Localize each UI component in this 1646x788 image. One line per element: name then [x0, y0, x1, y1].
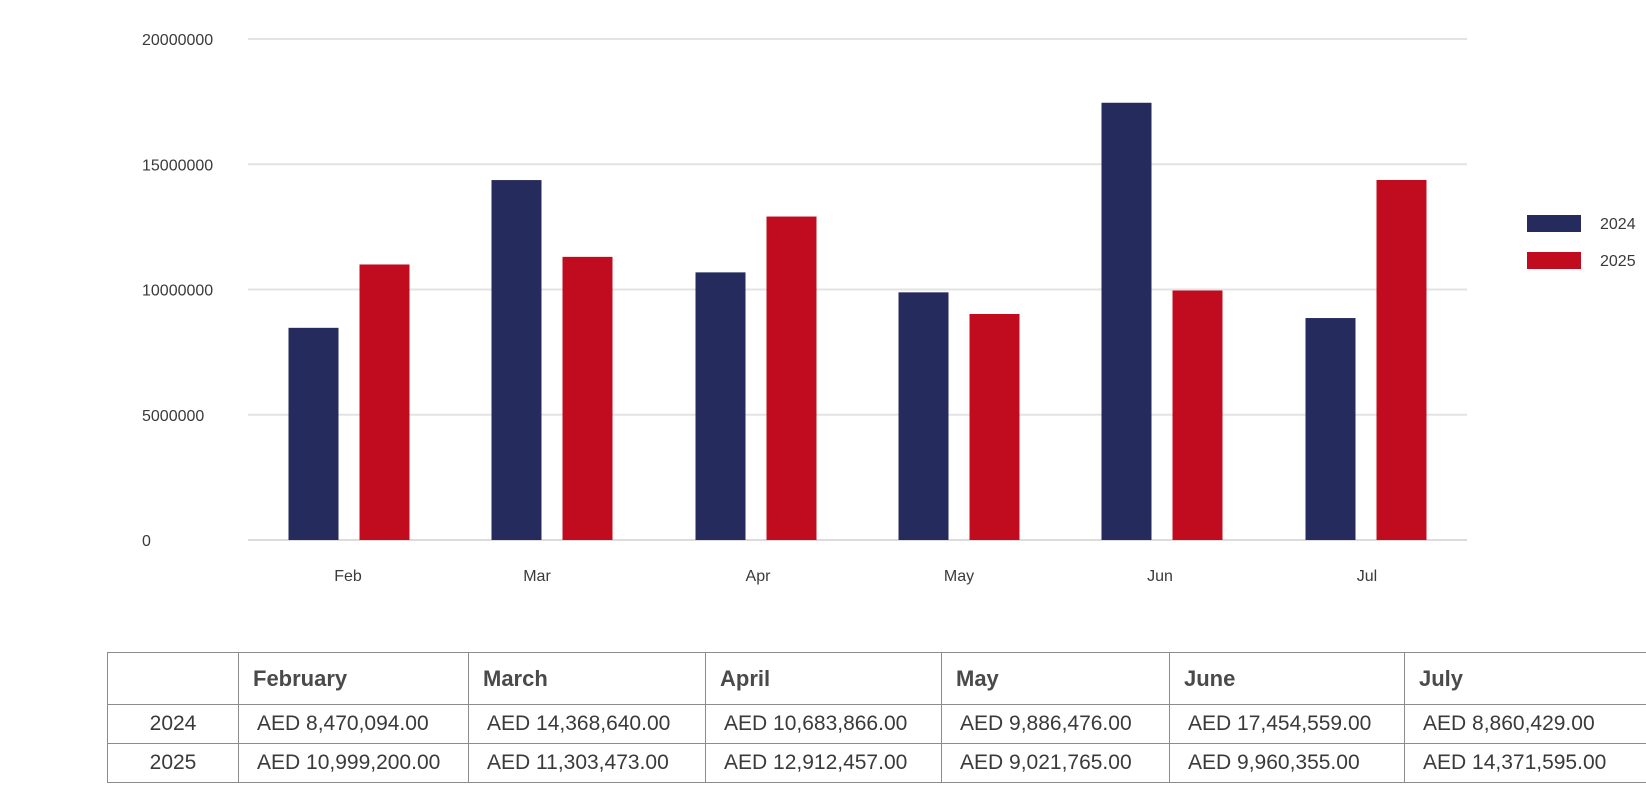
table-cell: AED 9,021,765.00 [941, 743, 1170, 783]
bar-2024-Jul [1305, 318, 1356, 540]
table-cell: AED 17,454,559.00 [1169, 704, 1405, 744]
y-axis-ticks: 0 5000000 10000000 15000000 20000000 [142, 32, 213, 550]
y-tick-label: 20000000 [142, 32, 213, 49]
column-header: April [705, 652, 942, 705]
column-header: July [1404, 652, 1646, 705]
legend: 2024 2025 [1527, 215, 1636, 270]
grid-lines [248, 38, 1467, 541]
table-cell: AED 10,683,866.00 [705, 704, 942, 744]
table-cell: AED 8,470,094.00 [238, 704, 469, 744]
table-cell: AED 12,912,457.00 [705, 743, 942, 783]
table-row: 2024 AED 8,470,094.00 AED 14,368,640.00 … [107, 704, 1646, 744]
x-tick-label: Jun [1147, 568, 1173, 585]
table-cell: AED 8,860,429.00 [1404, 704, 1646, 744]
table-cell: AED 9,960,355.00 [1169, 743, 1405, 783]
column-header: February [238, 652, 469, 705]
table-corner-cell [107, 652, 239, 705]
bar-2024-Jun [1101, 102, 1152, 540]
bar-2025-Jul [1376, 179, 1427, 540]
bar-2024-Mar [491, 180, 542, 541]
table-header-row: February March April May June July [107, 652, 1646, 705]
column-header: March [468, 652, 706, 705]
y-tick-label: 15000000 [142, 157, 213, 174]
bar-2024-Feb [288, 327, 339, 540]
row-label: 2024 [107, 704, 239, 744]
table-cell: AED 14,368,640.00 [468, 704, 706, 744]
bars [288, 102, 1427, 541]
x-tick-label: Feb [334, 568, 362, 585]
y-tick-label: 0 [142, 533, 151, 550]
bar-2024-May [898, 292, 949, 540]
table-row: 2025 AED 10,999,200.00 AED 11,303,473.00… [107, 743, 1646, 783]
bar-2025-May [969, 314, 1020, 540]
x-tick-label: May [944, 568, 974, 585]
bar-2025-Mar [562, 256, 613, 540]
table-cell: AED 11,303,473.00 [468, 743, 706, 783]
x-tick-label: Jul [1357, 568, 1377, 585]
x-axis-ticks: Feb Mar Apr May Jun Jul [334, 568, 1377, 585]
bar-2025-Jun [1172, 290, 1223, 540]
bar-2025-Feb [359, 264, 410, 540]
legend-label: 2024 [1600, 216, 1636, 233]
legend-swatch [1527, 252, 1581, 269]
bar-chart: 0 5000000 10000000 15000000 20000000 Feb Mar A… [142, 32, 1636, 585]
column-header: June [1169, 652, 1405, 705]
x-tick-label: Apr [746, 568, 772, 585]
y-tick-label: 5000000 [142, 408, 204, 425]
bar-2025-Apr [766, 216, 817, 540]
bar-2024-Apr [695, 272, 746, 540]
y-tick-label: 10000000 [142, 283, 213, 300]
revenue-table: February March April May June July 2024 … [107, 652, 1646, 783]
table-cell: AED 14,371,595.00 [1404, 743, 1646, 783]
legend-swatch [1527, 215, 1581, 232]
table-cell: AED 10,999,200.00 [238, 743, 469, 783]
row-label: 2025 [107, 743, 239, 783]
x-tick-label: Mar [523, 568, 551, 585]
table-cell: AED 9,886,476.00 [941, 704, 1170, 744]
column-header: May [941, 652, 1170, 705]
legend-label: 2025 [1600, 253, 1636, 270]
